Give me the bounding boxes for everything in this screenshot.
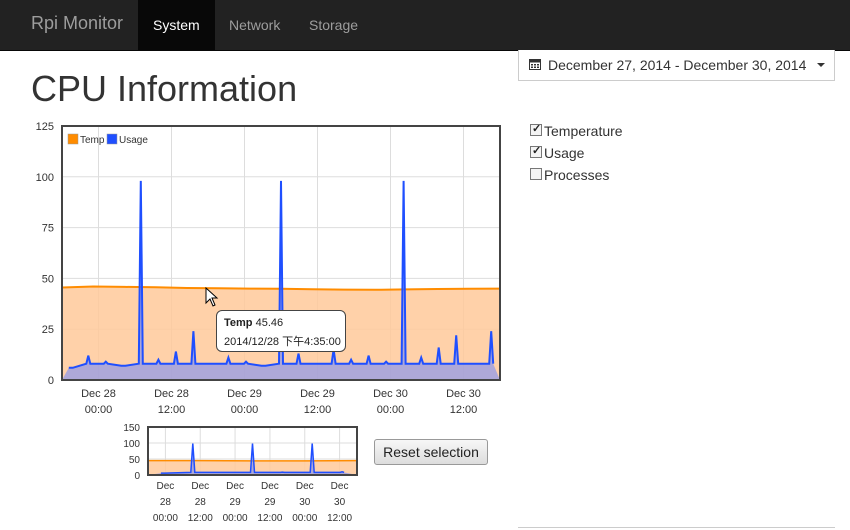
mouse-pointer-icon	[205, 287, 219, 307]
y-tick-label: 150	[123, 423, 140, 434]
legend-swatch	[67, 133, 79, 145]
nav-system[interactable]: System	[138, 0, 215, 50]
usage-label: Usage	[544, 145, 585, 161]
cpu-overview-chart[interactable]: 0 50 100 150 Dec 28 00:00 Dec 28 12:00 Dec 29 00:00 D…	[100, 418, 370, 530]
legend-swatch	[106, 133, 118, 145]
x-tick-label: 00:00	[85, 404, 113, 416]
page-title: CPU Information	[31, 68, 298, 109]
x-tick-label: Dec	[226, 481, 244, 492]
usage-line	[68, 180, 495, 369]
y-tick-label: 100	[123, 439, 140, 450]
x-tick-label: 12:00	[257, 513, 282, 524]
plot-frame	[61, 125, 501, 381]
x-tick-label: Dec 28	[81, 388, 116, 400]
plot-frame	[147, 426, 358, 476]
tooltip-value: 45.46	[255, 317, 284, 329]
x-tick-label: Dec	[296, 481, 314, 492]
x-tick-label: 30	[334, 497, 346, 508]
x-tick-label: 00:00	[292, 513, 317, 524]
check-icon: ✓	[532, 123, 542, 135]
temperature-label: Temperature	[544, 123, 623, 139]
x-tick-label: Dec 29	[300, 388, 335, 400]
x-tick-label: 00:00	[231, 404, 259, 416]
x-tick-label: Dec 29	[227, 388, 262, 400]
divider	[518, 527, 835, 528]
calendar-icon	[529, 59, 541, 70]
nav-network[interactable]: Network	[229, 17, 281, 33]
x-tick-label: 12:00	[450, 404, 478, 416]
x-tick-label: Dec	[331, 481, 349, 492]
usage-area	[148, 443, 357, 475]
x-tick-label: 28	[160, 497, 172, 508]
x-tick-label: 29	[230, 497, 242, 508]
x-tick-label: 00:00	[153, 513, 178, 524]
chart-tooltip: Temp 45.46 2014/12/28 下午4:35:00	[216, 310, 346, 352]
usage-area	[62, 180, 500, 380]
x-tick-label: 12:00	[158, 404, 186, 416]
y-tick-label: 50	[129, 455, 141, 466]
cpu-main-chart[interactable]: 0 25 50 75 100 125 Dec 28 00:00 Dec 28 12:00 Dec 2…	[0, 110, 515, 420]
x-tick-label: 12:00	[188, 513, 213, 524]
usage-checkbox[interactable]: ✓	[530, 145, 542, 158]
y-tick-label: 125	[36, 121, 54, 133]
x-tick-label: 00:00	[377, 404, 405, 416]
chevron-down-icon	[817, 63, 825, 67]
x-tick-label: Dec 30	[446, 388, 481, 400]
check-icon: ✓	[532, 145, 542, 157]
processes-label: Processes	[544, 167, 610, 183]
processes-checkbox[interactable]	[530, 168, 542, 180]
y-tick-label: 100	[36, 172, 54, 184]
temperature-checkbox[interactable]: ✓	[530, 123, 542, 136]
x-tick-label: 29	[264, 497, 276, 508]
usage-line	[160, 443, 345, 474]
tooltip-series: Temp	[224, 317, 253, 329]
date-range-text: December 27, 2014 - December 30, 2014	[548, 57, 807, 73]
x-tick-label: 00:00	[223, 513, 248, 524]
top-navbar: Rpi Monitor System Network Storage	[0, 0, 850, 51]
y-tick-label: 75	[42, 223, 54, 235]
y-tick-label: 50	[42, 273, 54, 285]
tooltip-time: 2014/12/28 下午4:35:00	[224, 336, 341, 348]
brand-link[interactable]: Rpi Monitor	[31, 13, 124, 33]
reset-selection-button[interactable]: Reset selection	[374, 439, 488, 465]
x-tick-label: Dec	[261, 481, 279, 492]
date-range-picker[interactable]: December 27, 2014 - December 30, 2014	[518, 50, 835, 81]
y-tick-label: 25	[42, 324, 54, 336]
legend-label: Temp	[80, 135, 105, 146]
nav-storage[interactable]: Storage	[309, 17, 359, 33]
x-tick-label: 30	[299, 497, 311, 508]
x-tick-label: 28	[195, 497, 207, 508]
y-tick-label: 0	[134, 471, 140, 482]
x-tick-label: Dec	[191, 481, 209, 492]
x-tick-label: Dec 28	[154, 388, 189, 400]
y-tick-label: 0	[48, 375, 54, 387]
x-tick-label: Dec 30	[373, 388, 408, 400]
x-tick-label: Dec	[157, 481, 175, 492]
x-tick-label: 12:00	[304, 404, 332, 416]
x-tick-label: 12:00	[327, 513, 352, 524]
legend-label: Usage	[119, 135, 148, 146]
